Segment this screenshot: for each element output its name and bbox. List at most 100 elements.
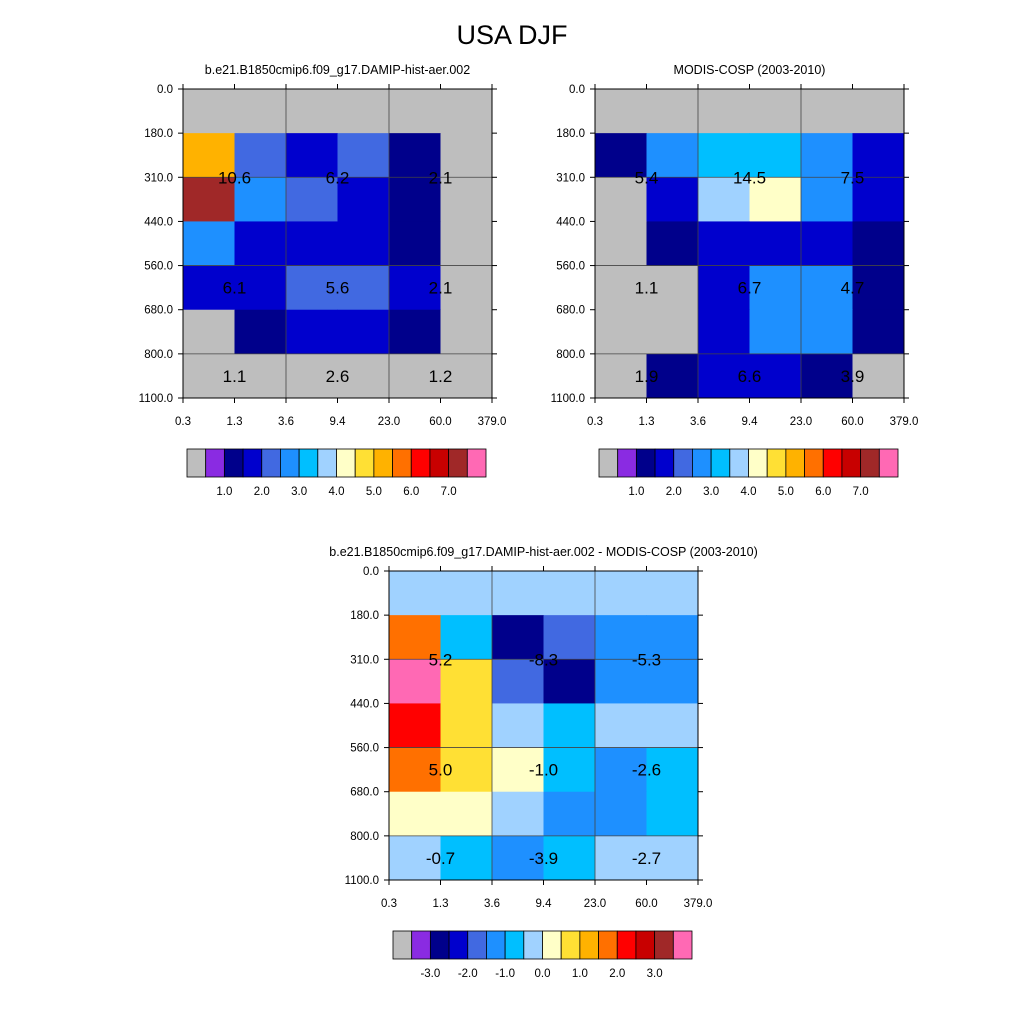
colorbar-label: 3.0 <box>291 486 307 498</box>
colorbar: 1.0 2.0 3.0 4.0 5.0 6.0 7.0 <box>186 448 487 498</box>
heatmap-cell <box>492 659 544 704</box>
heatmap-cell <box>646 89 699 134</box>
colorbar-box <box>617 448 637 478</box>
heatmap-cell <box>646 791 699 837</box>
colorbar-box <box>411 930 431 960</box>
x-tick-label: 60.0 <box>635 898 657 910</box>
heatmap-cell <box>749 265 802 311</box>
colorbar-box <box>542 930 562 960</box>
colorbar-box <box>223 448 244 478</box>
y-tick-label: 0.0 <box>157 84 173 96</box>
heatmap-cell <box>440 791 493 837</box>
colorbar-box <box>298 448 319 478</box>
data-label: 2.1 <box>429 279 453 298</box>
heatmap-cell <box>646 133 699 178</box>
x-tick-label: 23.0 <box>378 416 400 428</box>
y-tick-label: 310.0 <box>556 172 585 184</box>
heatmap-cell <box>440 747 493 793</box>
y-tick-label: 440.0 <box>144 216 173 228</box>
heatmap-cell <box>440 177 493 222</box>
x-tick-label: 23.0 <box>584 898 606 910</box>
colorbar-label: -1.0 <box>495 968 515 980</box>
heatmap-cell <box>749 309 802 355</box>
heatmap-cell <box>595 615 647 660</box>
heatmap-cell <box>183 353 235 399</box>
colorbar-label: 4.0 <box>329 486 345 498</box>
data-label: 3.9 <box>841 367 865 386</box>
colorbar-box <box>729 448 749 478</box>
heatmap-cell <box>389 353 441 399</box>
heatmap-cell <box>852 89 905 134</box>
heatmap-cell <box>801 309 853 355</box>
data-label: 1.2 <box>429 367 453 386</box>
heatmap-cell <box>801 353 853 399</box>
heatmap-cell <box>749 89 802 134</box>
panel-title: MODIS-COSP (2003-2010) <box>674 63 826 77</box>
heatmap-cell <box>440 89 493 134</box>
heatmap-cell <box>234 133 287 178</box>
heatmap-cell <box>337 353 390 399</box>
y-tick-label: 440.0 <box>556 216 585 228</box>
colorbar-box <box>598 930 618 960</box>
heatmap-cell <box>698 353 750 399</box>
y-tick-label: 0.0 <box>569 84 585 96</box>
colorbar-box <box>598 448 619 478</box>
heatmap-cell <box>595 221 647 267</box>
colorbar-box <box>317 448 337 478</box>
heatmap-cell <box>595 659 647 704</box>
data-label: 10.6 <box>218 168 251 187</box>
y-tick-label: 1100.0 <box>551 393 585 405</box>
data-label: 5.6 <box>326 279 350 298</box>
heatmap-cell <box>646 615 699 660</box>
heatmap-cell <box>389 571 441 616</box>
x-tick-label: 379.0 <box>890 416 919 428</box>
heatmap-cell <box>646 353 699 399</box>
heatmap-cell <box>646 659 699 704</box>
data-label: -2.6 <box>632 761 661 780</box>
figure-title: USA DJF <box>456 20 568 50</box>
heatmap-cell <box>234 309 287 355</box>
heatmap-cell <box>183 221 235 267</box>
heatmap-cell <box>646 703 699 749</box>
heatmap-cell <box>595 89 647 134</box>
heatmap-cell <box>389 747 441 793</box>
colorbar-box <box>205 448 225 478</box>
y-tick-label: 440.0 <box>350 698 379 710</box>
y-tick-label: 560.0 <box>144 261 173 273</box>
heatmap-cell <box>801 89 853 134</box>
heatmap-cell <box>389 133 441 178</box>
heatmap-cell <box>595 791 647 837</box>
heatmap-cell <box>492 703 544 749</box>
data-label: -0.7 <box>426 849 455 868</box>
colorbar-box <box>635 448 656 478</box>
y-tick-label: 680.0 <box>350 787 379 799</box>
data-label: 1.9 <box>635 367 659 386</box>
colorbar-box <box>486 930 506 960</box>
colorbar-label: 5.0 <box>366 486 382 498</box>
heatmap-cell <box>595 265 647 311</box>
colorbar-box <box>841 448 862 478</box>
x-tick-label: 1.3 <box>639 416 655 428</box>
colorbar-box <box>354 448 375 478</box>
x-tick-label: 379.0 <box>684 898 713 910</box>
colorbar-label: -3.0 <box>420 968 440 980</box>
x-tick-label: 9.4 <box>742 416 759 428</box>
colorbar-box <box>878 448 899 478</box>
heatmap-cell <box>543 571 596 616</box>
heatmap-cell <box>337 265 390 311</box>
heatmap-cell <box>183 177 235 222</box>
heatmap-cell <box>543 791 596 837</box>
colorbar-label: 1.0 <box>216 486 232 498</box>
heatmap-cell <box>698 89 750 134</box>
data-label: 14.5 <box>733 168 766 187</box>
colorbar-box <box>392 448 412 478</box>
heatmap-cell <box>646 571 699 616</box>
heatmap-cell <box>543 615 596 660</box>
colorbar-box <box>804 448 824 478</box>
colorbar-box <box>672 930 693 960</box>
heatmap-cell <box>543 835 596 881</box>
heatmap-cell <box>595 835 647 881</box>
heatmap-cell <box>440 659 493 704</box>
heatmap-cell <box>286 89 338 134</box>
colorbar-label: 0.0 <box>535 968 551 980</box>
